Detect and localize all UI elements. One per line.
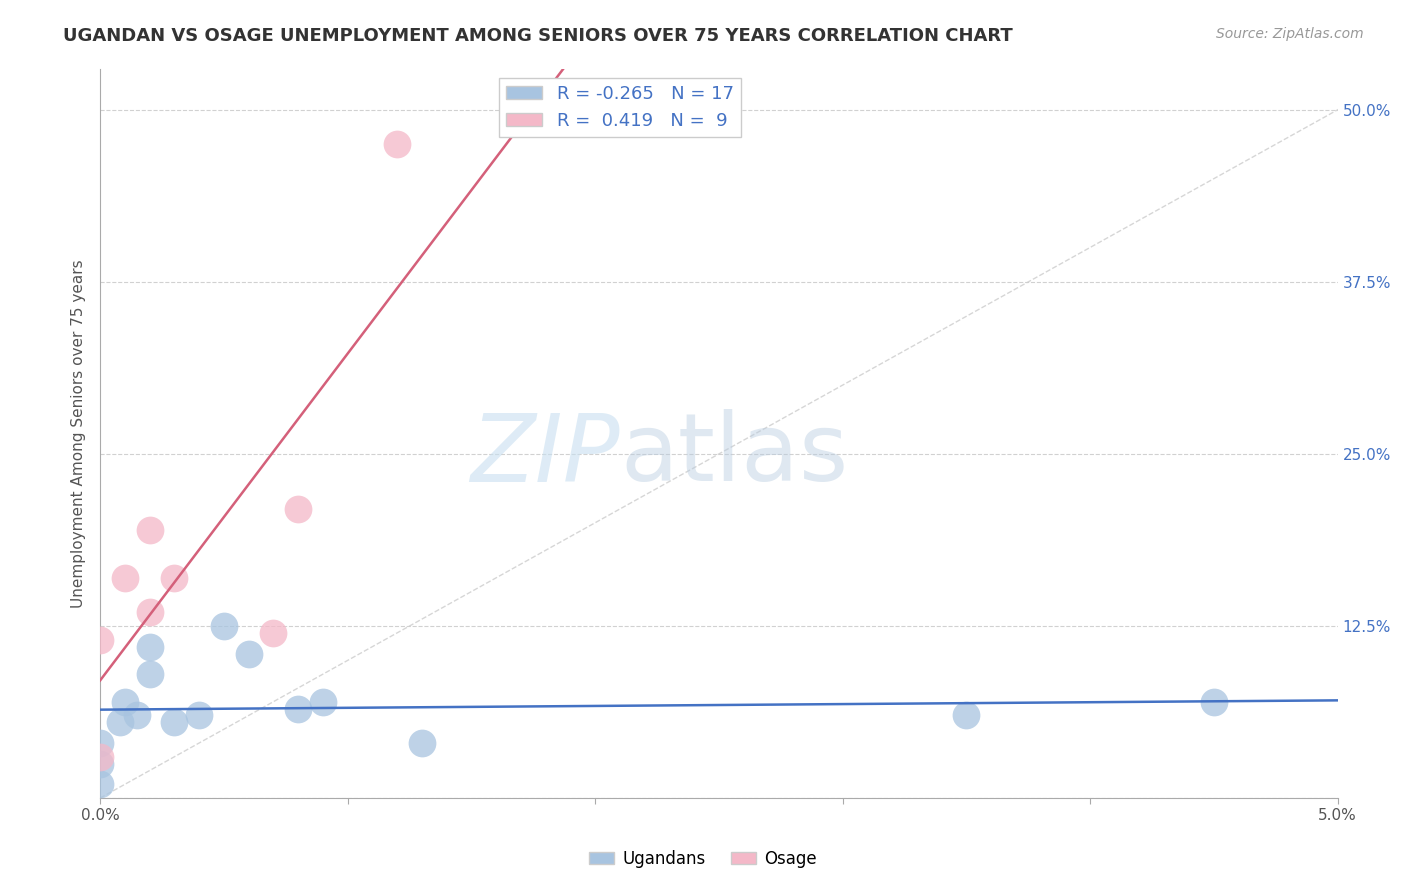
Point [163,571,186,585]
Point [188,708,211,723]
Point [138,605,160,619]
Text: atlas: atlas [620,409,848,501]
Legend: R = -0.265   N = 17, R =  0.419   N =  9: R = -0.265 N = 17, R = 0.419 N = 9 [499,78,741,137]
Point [138,667,160,681]
Point [212,619,235,633]
Point [411,736,433,750]
Text: UGANDAN VS OSAGE UNEMPLOYMENT AMONG SENIORS OVER 75 YEARS CORRELATION CHART: UGANDAN VS OSAGE UNEMPLOYMENT AMONG SENI… [63,27,1012,45]
Point [108,715,131,730]
Text: Source: ZipAtlas.com: Source: ZipAtlas.com [1216,27,1364,41]
Point [89,756,111,771]
Point [238,647,260,661]
Y-axis label: Unemployment Among Seniors over 75 years: Unemployment Among Seniors over 75 years [72,259,86,607]
Point [312,695,335,709]
Point [114,695,136,709]
Point [138,640,160,654]
Point [114,571,136,585]
Text: ZIP: ZIP [470,409,620,500]
Point [89,749,111,764]
Point [127,708,149,723]
Point [955,708,977,723]
Point [89,736,111,750]
Point [138,523,160,537]
Point [262,626,284,640]
Point [163,715,186,730]
Point [89,632,111,647]
Point [385,137,408,152]
Point [89,777,111,791]
Point [1202,695,1225,709]
Legend: Ugandans, Osage: Ugandans, Osage [582,844,824,875]
Point [287,502,309,516]
Point [287,701,309,715]
